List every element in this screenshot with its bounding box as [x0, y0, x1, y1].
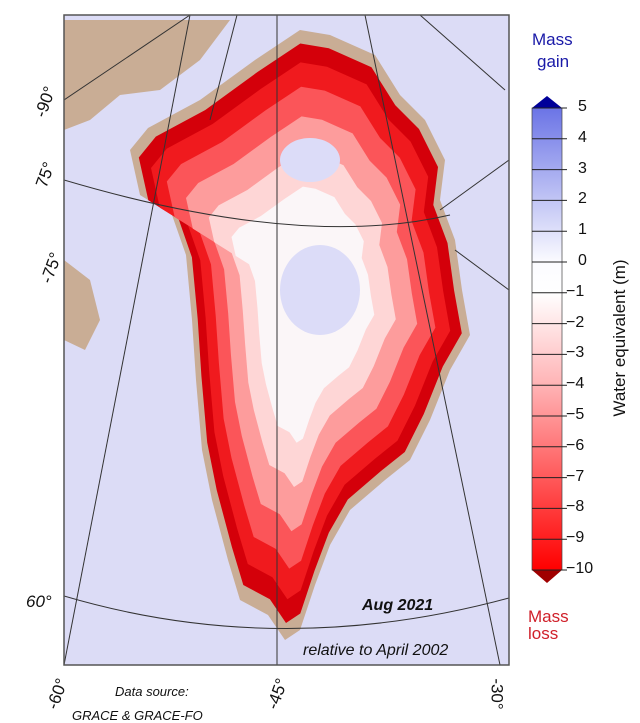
lon-label-30: -30°: [487, 678, 507, 710]
mass-gain-label-1: Mass: [532, 30, 573, 49]
colorbar-tick-label: 0: [578, 252, 587, 269]
ellesmere-island: [64, 20, 230, 130]
colorbar-over-triangle: [532, 96, 562, 108]
baffin-island: [64, 260, 100, 350]
colorbar-tick-label: −7: [566, 467, 585, 485]
graticule: [64, 15, 509, 665]
colorbar-tick-label: −1: [566, 282, 585, 300]
colorbar-tick-label: 3: [578, 159, 587, 177]
colorbar-tick-label: −5: [566, 406, 585, 423]
lat-label-60: 60°: [26, 592, 52, 611]
land-layer: [64, 20, 230, 350]
colorbar-tick-label: 1: [578, 221, 587, 239]
colorbar-tick-label: −6: [566, 436, 585, 454]
mass-loss-label-1: Mass: [528, 607, 569, 626]
mass-loss-label-2: loss: [528, 624, 559, 643]
colorbar-tick-label: −8: [566, 498, 585, 516]
colorbar-under-triangle: [532, 570, 562, 583]
greenland-icesheet: [130, 30, 470, 640]
colorbar-tick-label: −10: [566, 560, 594, 577]
mass-gain-patch: [280, 138, 340, 182]
colorbar-tick-label: 5: [578, 98, 587, 115]
source-value: GRACE & GRACE-FO: [72, 708, 203, 723]
mass-gain-patch: [280, 245, 360, 335]
colorbar-tick-label: −4: [566, 375, 585, 393]
colorbar-tick-label: 2: [578, 190, 587, 208]
source-label: Data source:: [115, 684, 189, 699]
mass-gain-label-2: gain: [537, 52, 570, 71]
map-frame: [63, 14, 510, 666]
colorbar-tick-label: −2: [566, 313, 585, 331]
colorbar-tick-label: −9: [566, 529, 585, 547]
reference-label: relative to April 2002: [303, 642, 449, 659]
colorbar: [531, 107, 563, 571]
colorbar-axis-title: Water equivalent (m): [610, 259, 629, 417]
colorbar-tick-label: 4: [578, 128, 587, 146]
colorbar-tick-label: −3: [566, 344, 585, 362]
date-label: Aug 2021: [362, 597, 434, 614]
